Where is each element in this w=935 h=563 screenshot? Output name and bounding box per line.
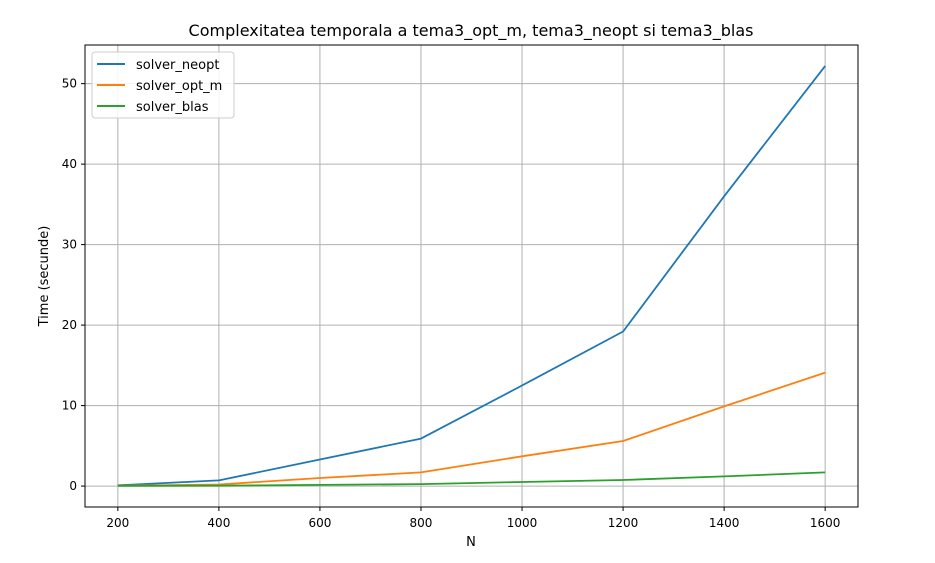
y-tick-label: 20 — [62, 318, 77, 332]
plot-frame — [84, 44, 859, 508]
series-line-solver-opt-m — [117, 371, 826, 487]
series-line-solver-blas — [117, 471, 826, 487]
legend-label: solver_blas — [136, 100, 209, 115]
y-tick-label: 0 — [69, 479, 77, 493]
x-tick-label: 400 — [207, 516, 230, 530]
x-tick-label: 1600 — [810, 516, 841, 530]
y-tick-label: 30 — [62, 238, 77, 252]
x-tick-label: 200 — [106, 516, 129, 530]
legend-label: solver_neopt — [136, 58, 219, 73]
series-lines — [117, 65, 826, 487]
y-tick-label: 40 — [62, 157, 77, 171]
legend-box — [91, 51, 235, 119]
chart-title: Complexitatea temporala a tema3_opt_m, t… — [189, 21, 754, 41]
x-tick-label: 800 — [410, 516, 433, 530]
legend-label: solver_opt_m — [136, 79, 222, 94]
x-axis-label: N — [466, 535, 476, 550]
legend: solver_neopt solver_opt_m solver_blas — [91, 51, 235, 119]
y-tick-label: 10 — [62, 399, 77, 413]
series-line-solver-neopt — [117, 65, 826, 487]
y-axis: 0 10 20 30 40 50 — [62, 77, 85, 493]
y-axis-label: Time (secunde) — [37, 226, 52, 328]
x-axis: 200 400 600 800 1000 1200 1400 1600 — [106, 507, 840, 530]
x-tick-label: 1000 — [507, 516, 538, 530]
x-tick-label: 600 — [308, 516, 331, 530]
y-tick-label: 50 — [62, 77, 77, 91]
x-tick-label: 1400 — [709, 516, 740, 530]
x-tick-label: 1200 — [608, 516, 639, 530]
